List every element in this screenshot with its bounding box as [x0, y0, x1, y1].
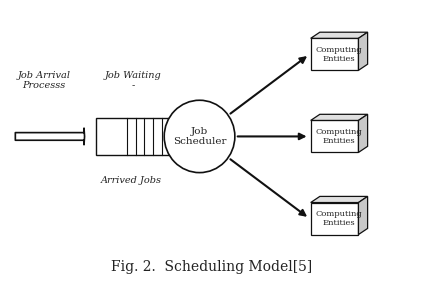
Bar: [311, 38, 358, 70]
Text: Computing
Entities: Computing Entities: [316, 210, 363, 227]
Polygon shape: [358, 32, 368, 70]
Polygon shape: [358, 197, 368, 235]
Text: Arrived Jobs: Arrived Jobs: [100, 176, 162, 185]
Polygon shape: [311, 32, 368, 38]
Bar: [96, 118, 170, 154]
Text: Job Arrival
Processs: Job Arrival Processs: [17, 71, 70, 91]
Bar: [311, 202, 358, 235]
Ellipse shape: [164, 100, 235, 173]
Bar: [311, 120, 358, 153]
Text: Computing
Entities: Computing Entities: [316, 128, 363, 145]
Text: Computing
Entities: Computing Entities: [316, 46, 363, 63]
Polygon shape: [311, 114, 368, 120]
Polygon shape: [311, 197, 368, 202]
Text: Fig. 2.  Scheduling Model[5]: Fig. 2. Scheduling Model[5]: [112, 260, 312, 274]
Text: Job Waiting
-: Job Waiting -: [105, 71, 162, 91]
Polygon shape: [358, 114, 368, 153]
Text: Job
Scheduler: Job Scheduler: [173, 127, 226, 146]
